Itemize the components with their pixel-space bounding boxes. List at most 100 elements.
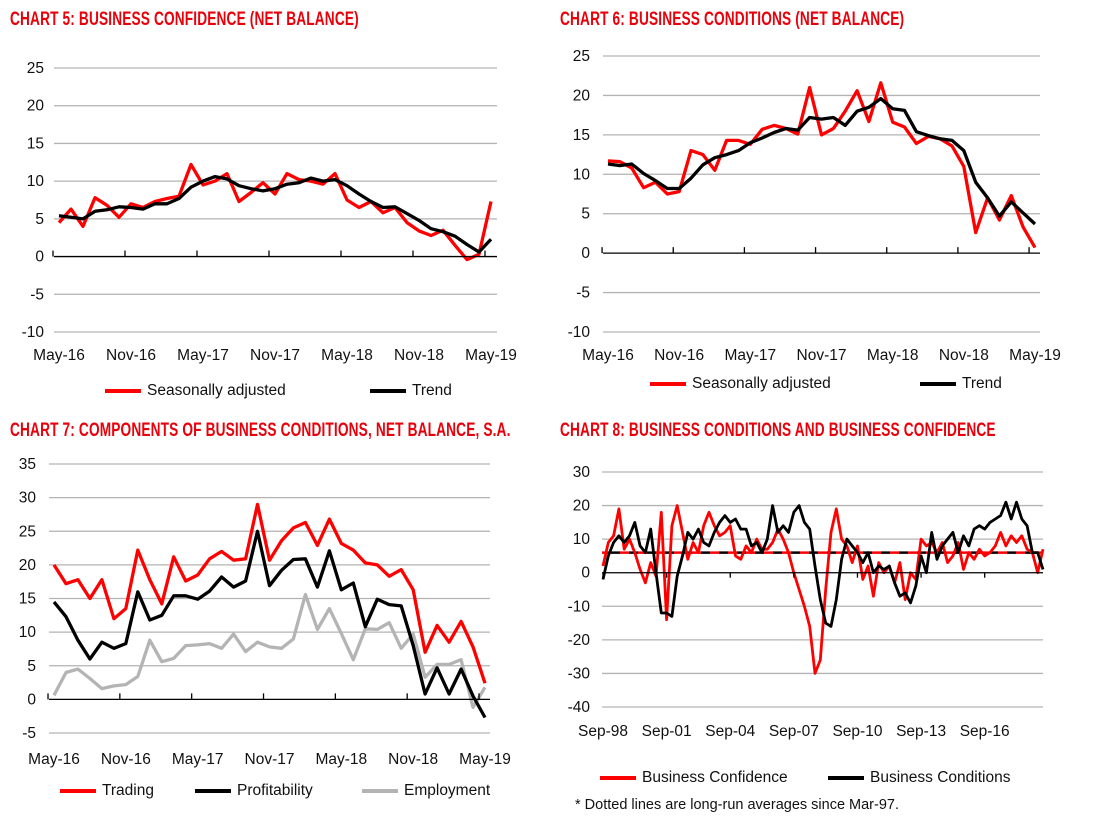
chart8-x-tick-label: Sep-04 xyxy=(705,723,755,740)
chart5-y-tick-label: 20 xyxy=(27,98,45,115)
chart7-y-tick-label: 15 xyxy=(19,591,36,608)
chart7-legend-trading: Trading xyxy=(60,782,154,800)
chart5-x-tick-label: Nov-16 xyxy=(106,347,156,364)
chart7-x-tick-label: May-16 xyxy=(28,751,80,768)
chart7-legend-profitability: Profitability xyxy=(195,782,313,800)
legend-label: Trend xyxy=(962,375,1002,392)
chart5-x-tick-label: May-19 xyxy=(465,347,517,364)
chart5-legend-trend: Trend xyxy=(370,382,452,400)
legend-swatch xyxy=(920,382,956,386)
chart6-x-tick-label: May-18 xyxy=(867,347,919,364)
chart6-y-tick-label: -10 xyxy=(568,324,591,341)
chart8-legend-confidence: Business Confidence xyxy=(600,769,788,787)
legend-swatch xyxy=(60,789,96,793)
chart5-series-trend xyxy=(58,174,493,254)
chart7-x-tick-label: Nov-16 xyxy=(101,751,151,768)
chart5-y-tick-label: 10 xyxy=(27,173,45,190)
chart5-y-tick-label: 5 xyxy=(35,211,44,228)
legend-swatch xyxy=(600,776,636,780)
chart6-legend-sa: Seasonally adjusted xyxy=(650,375,831,393)
chart7-x-tick-label: May-19 xyxy=(459,751,511,768)
chart8-x-tick-label: Sep-01 xyxy=(642,723,692,740)
chart6-y-tick-label: 10 xyxy=(573,166,591,183)
chart6-x-tick-label: May-19 xyxy=(1009,347,1061,364)
chart7-legend-employment: Employment xyxy=(362,782,490,800)
chart5-y-tick-label: 0 xyxy=(35,249,44,266)
chart7-y-tick-label: 10 xyxy=(19,624,37,641)
chart6-y-tick-label: 5 xyxy=(581,206,590,223)
chart8-y-tick-label: 0 xyxy=(581,565,590,582)
chart8-y-tick-label: -30 xyxy=(568,665,591,682)
chart6-x-tick-label: May-17 xyxy=(724,347,776,364)
legend-swatch xyxy=(370,389,406,393)
chart6-y-tick-label: 20 xyxy=(573,87,591,104)
chart8-y-tick-label: -20 xyxy=(568,632,591,649)
chart5-x-tick-label: May-16 xyxy=(33,347,85,364)
legend-swatch xyxy=(650,382,686,386)
chart6-y-tick-label: 0 xyxy=(581,245,590,262)
chart5-series-seasonally-adjusted xyxy=(57,162,493,262)
chart6-series-trend xyxy=(607,96,1037,226)
legend-label: Business Confidence xyxy=(642,769,788,786)
legend-swatch xyxy=(828,776,864,780)
chart7-y-tick-label: 30 xyxy=(19,490,37,507)
chart7-y-tick-label: 20 xyxy=(19,557,37,574)
legend-swatch xyxy=(195,789,231,793)
chart5-x-tick-label: Nov-17 xyxy=(250,347,300,364)
chart7-y-tick-label: 0 xyxy=(27,691,36,708)
chart8-y-tick-label: -10 xyxy=(568,598,591,615)
chart6-legend-trend: Trend xyxy=(920,375,1002,393)
chart7-x-tick-label: May-17 xyxy=(172,751,224,768)
chart7-series-trading xyxy=(52,502,487,684)
chart7-x-tick-label: May-18 xyxy=(315,751,367,768)
chart6-title: CHART 6: BUSINESS CONDITIONS (NET BALANC… xyxy=(560,9,905,30)
legend-label: Seasonally adjusted xyxy=(147,382,286,399)
legend-swatch xyxy=(362,789,398,793)
legend-swatch xyxy=(105,389,141,393)
chart7-x-tick-label: Nov-17 xyxy=(245,751,295,768)
chart5-x-tick-label: Nov-18 xyxy=(394,347,444,364)
chart7-y-tick-label: -5 xyxy=(22,725,36,742)
chart6-series-seasonally-adjusted xyxy=(607,81,1037,249)
chart8-y-tick-label: -40 xyxy=(568,699,591,716)
chart5-y-tick-label: -10 xyxy=(22,324,45,341)
chart6-y-tick-label: 25 xyxy=(573,48,590,65)
chart8-series-business-confidence xyxy=(601,504,1045,675)
chart7-y-tick-label: 35 xyxy=(19,456,36,473)
chart6-y-tick-label: -5 xyxy=(576,285,590,302)
chart8-footnote: * Dotted lines are long-run averages sin… xyxy=(575,797,899,813)
legend-label: Trend xyxy=(412,382,452,399)
chart7-title: CHART 7: COMPONENTS OF BUSINESS CONDITIO… xyxy=(10,420,511,441)
chart8-x-tick-label: Sep-16 xyxy=(960,723,1010,740)
chart5-title: CHART 5: BUSINESS CONFIDENCE (NET BALANC… xyxy=(10,9,359,30)
chart5-y-tick-label: -5 xyxy=(30,286,44,303)
legend-label: Business Conditions xyxy=(870,769,1011,786)
legend-label: Trading xyxy=(102,782,154,799)
chart8-x-tick-label: Sep-07 xyxy=(769,723,819,740)
legend-label: Employment xyxy=(404,782,491,799)
chart8-x-tick-label: Sep-13 xyxy=(896,723,946,740)
chart7-x-tick-label: Nov-18 xyxy=(388,751,438,768)
chart6-x-tick-label: Nov-17 xyxy=(797,347,847,364)
chart5-x-tick-label: May-18 xyxy=(321,347,373,364)
chart5-y-tick-label: 15 xyxy=(27,135,44,152)
chart8-y-tick-label: 10 xyxy=(573,531,591,548)
legend-label: Seasonally adjusted xyxy=(692,375,831,392)
chart8-y-tick-label: 20 xyxy=(573,498,591,515)
chart8-series-business-conditions xyxy=(601,500,1045,628)
chart6-x-tick-label: Nov-18 xyxy=(939,347,989,364)
chart5-x-tick-label: May-17 xyxy=(177,347,229,364)
chart8-legend-conditions: Business Conditions xyxy=(828,769,1010,787)
chart6-x-tick-label: May-16 xyxy=(582,347,634,364)
legend-label: Profitability xyxy=(237,782,313,799)
chart7-y-tick-label: 25 xyxy=(19,523,36,540)
chart6-x-tick-label: Nov-16 xyxy=(654,347,704,364)
chart8-x-tick-label: Sep-98 xyxy=(578,723,628,740)
chart5-legend-sa: Seasonally adjusted xyxy=(105,382,286,400)
chart7-series-employment xyxy=(52,592,487,710)
chart7-y-tick-label: 5 xyxy=(27,658,36,675)
chart7-series-profitability xyxy=(52,529,487,719)
chart5-y-tick-label: 25 xyxy=(27,60,44,77)
chart6-y-tick-label: 15 xyxy=(573,127,590,144)
